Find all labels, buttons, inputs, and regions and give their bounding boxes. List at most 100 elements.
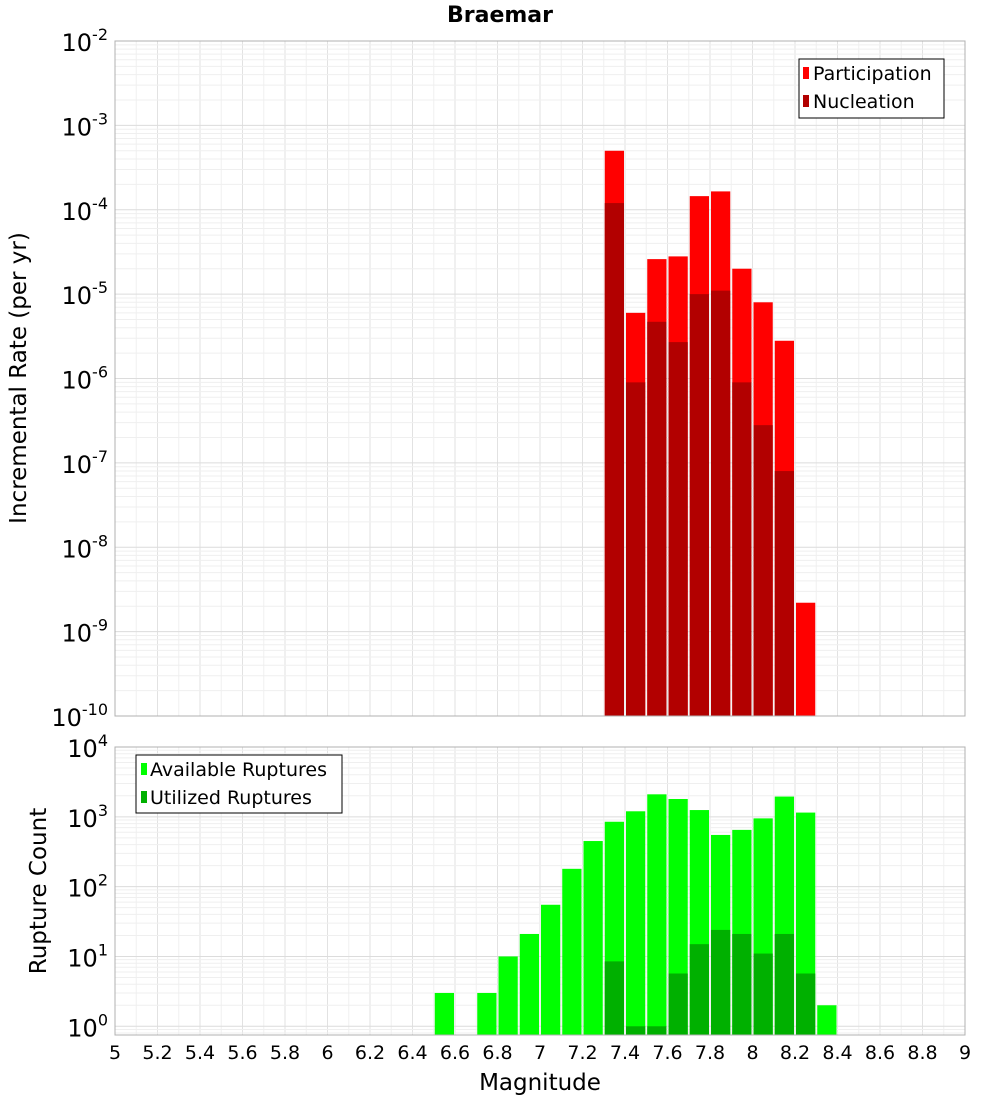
bar-secondary [732, 382, 752, 716]
x-tick-label: 6.8 [482, 1042, 512, 1064]
x-tick-label: 5 [109, 1042, 121, 1064]
y-tick-base: 10 [62, 367, 93, 395]
y-tick-label: 10-9 [62, 616, 109, 648]
y-tick-exponent: -8 [92, 531, 108, 550]
incremental-rate-chart: Braemar 10-210-310-410-510-610-710-810-9… [6, 3, 966, 732]
x-tick-label: 6 [321, 1042, 333, 1064]
legend-swatch-participation [803, 67, 809, 79]
x-tick-label: 6.4 [397, 1042, 427, 1064]
bar-secondary [711, 290, 731, 716]
y-tick-base: 10 [67, 735, 98, 763]
y-tick-exponent: -4 [92, 194, 108, 213]
legend-swatch-utilized [141, 791, 147, 803]
y-tick-base: 10 [67, 805, 98, 833]
y-tick-base: 10 [62, 29, 93, 57]
y-tick-exponent: -9 [92, 616, 108, 635]
bar-primary [498, 956, 518, 1035]
x-tick-label: 8.6 [865, 1042, 895, 1064]
y-tick-label: 10-2 [62, 25, 109, 57]
bar-secondary [604, 203, 624, 716]
y-tick-base: 10 [67, 944, 98, 972]
y-tick-label: 10-3 [62, 109, 109, 141]
x-tick-label: 8 [746, 1042, 758, 1064]
top-y-tick-labels: 10-210-310-410-510-610-710-810-910-10 [51, 25, 108, 732]
bar-secondary [604, 961, 624, 1035]
x-tick-label: 5.4 [185, 1042, 215, 1064]
y-tick-exponent: -7 [92, 447, 108, 466]
bar-primary [796, 602, 816, 716]
x-tick-label: 6.2 [355, 1042, 385, 1064]
bar-primary [519, 933, 539, 1035]
y-tick-exponent: -6 [92, 363, 108, 382]
y-tick-base: 10 [67, 875, 98, 903]
x-tick-label: 7.4 [610, 1042, 640, 1064]
y-tick-base: 10 [62, 620, 93, 648]
y-tick-exponent: -5 [92, 278, 108, 297]
y-tick-base: 10 [62, 282, 93, 310]
y-tick-label: 102 [67, 871, 108, 903]
y-tick-label: 101 [67, 940, 108, 972]
y-tick-label: 10-6 [62, 363, 109, 395]
bar-secondary [668, 973, 688, 1035]
legend-label-available: Available Ruptures [150, 759, 327, 781]
bar-secondary [689, 294, 709, 716]
top-legend-box [798, 58, 945, 119]
bar-secondary [796, 973, 816, 1035]
bar-primary [626, 811, 646, 1035]
y-tick-base: 10 [67, 1014, 98, 1042]
legend-label-nucleation: Nucleation [813, 91, 915, 113]
bar-primary [541, 904, 561, 1035]
bar-secondary [711, 929, 731, 1035]
x-tick-label: 7.8 [695, 1042, 725, 1064]
y-tick-exponent: -2 [92, 25, 108, 44]
bottom-bars [434, 794, 837, 1035]
x-tick-label: 7.2 [567, 1042, 597, 1064]
bar-primary [647, 794, 667, 1035]
top-plot-frame [114, 40, 966, 717]
bottom-y-axis-title: Rupture Count [26, 808, 52, 974]
y-tick-label: 10-8 [62, 531, 109, 563]
x-tick-label: 8.2 [780, 1042, 810, 1064]
top-bars [604, 150, 816, 717]
y-tick-exponent: 2 [98, 871, 108, 890]
y-tick-exponent: 1 [98, 940, 108, 959]
bar-secondary [647, 1026, 667, 1035]
x-tick-label: 8.8 [907, 1042, 937, 1064]
chart-title: Braemar [447, 3, 553, 28]
x-tick-label: 7.6 [652, 1042, 682, 1064]
legend-swatch-available [141, 763, 147, 775]
y-tick-label: 103 [67, 801, 108, 833]
bottom-legend-box [135, 754, 343, 814]
y-tick-label: 10-4 [62, 194, 109, 226]
bar-secondary [647, 321, 667, 716]
y-tick-exponent: -10 [82, 700, 108, 719]
x-tick-labels: 5 5.2 5.4 5.6 5.8 6 6.2 6.4 6.6 6.8 7 7.2 7.4 7.6 7.8 8… [109, 1042, 971, 1064]
x-tick-label: 5.8 [270, 1042, 300, 1064]
y-tick-base: 10 [62, 198, 93, 226]
bar-primary [434, 992, 454, 1035]
bar-primary [817, 1005, 837, 1035]
x-tick-label: 7 [534, 1042, 546, 1064]
bar-secondary [626, 382, 646, 716]
bar-secondary [753, 425, 773, 716]
top-legend: Participation Nucleation [798, 58, 945, 119]
bar-secondary [753, 953, 773, 1035]
x-tick-label: 5.2 [142, 1042, 172, 1064]
top-y-axis-title: Incremental Rate (per yr) [6, 232, 32, 524]
bottom-legend: Available Ruptures Utilized Ruptures [135, 754, 343, 814]
y-tick-label: 100 [67, 1010, 108, 1042]
x-tick-label: 5.6 [227, 1042, 257, 1064]
y-tick-base: 10 [62, 535, 93, 563]
legend-label-participation: Participation [813, 63, 932, 85]
bar-secondary [668, 342, 688, 716]
y-tick-base: 10 [62, 451, 93, 479]
x-tick-label: 8.4 [822, 1042, 852, 1064]
legend-label-utilized: Utilized Ruptures [150, 787, 312, 809]
legend-swatch-nucleation [803, 95, 809, 107]
bar-primary [583, 841, 603, 1035]
bar-secondary [732, 933, 752, 1035]
bar-secondary [689, 944, 709, 1035]
y-tick-exponent: 4 [98, 731, 108, 750]
x-tick-label: 9 [959, 1042, 971, 1064]
